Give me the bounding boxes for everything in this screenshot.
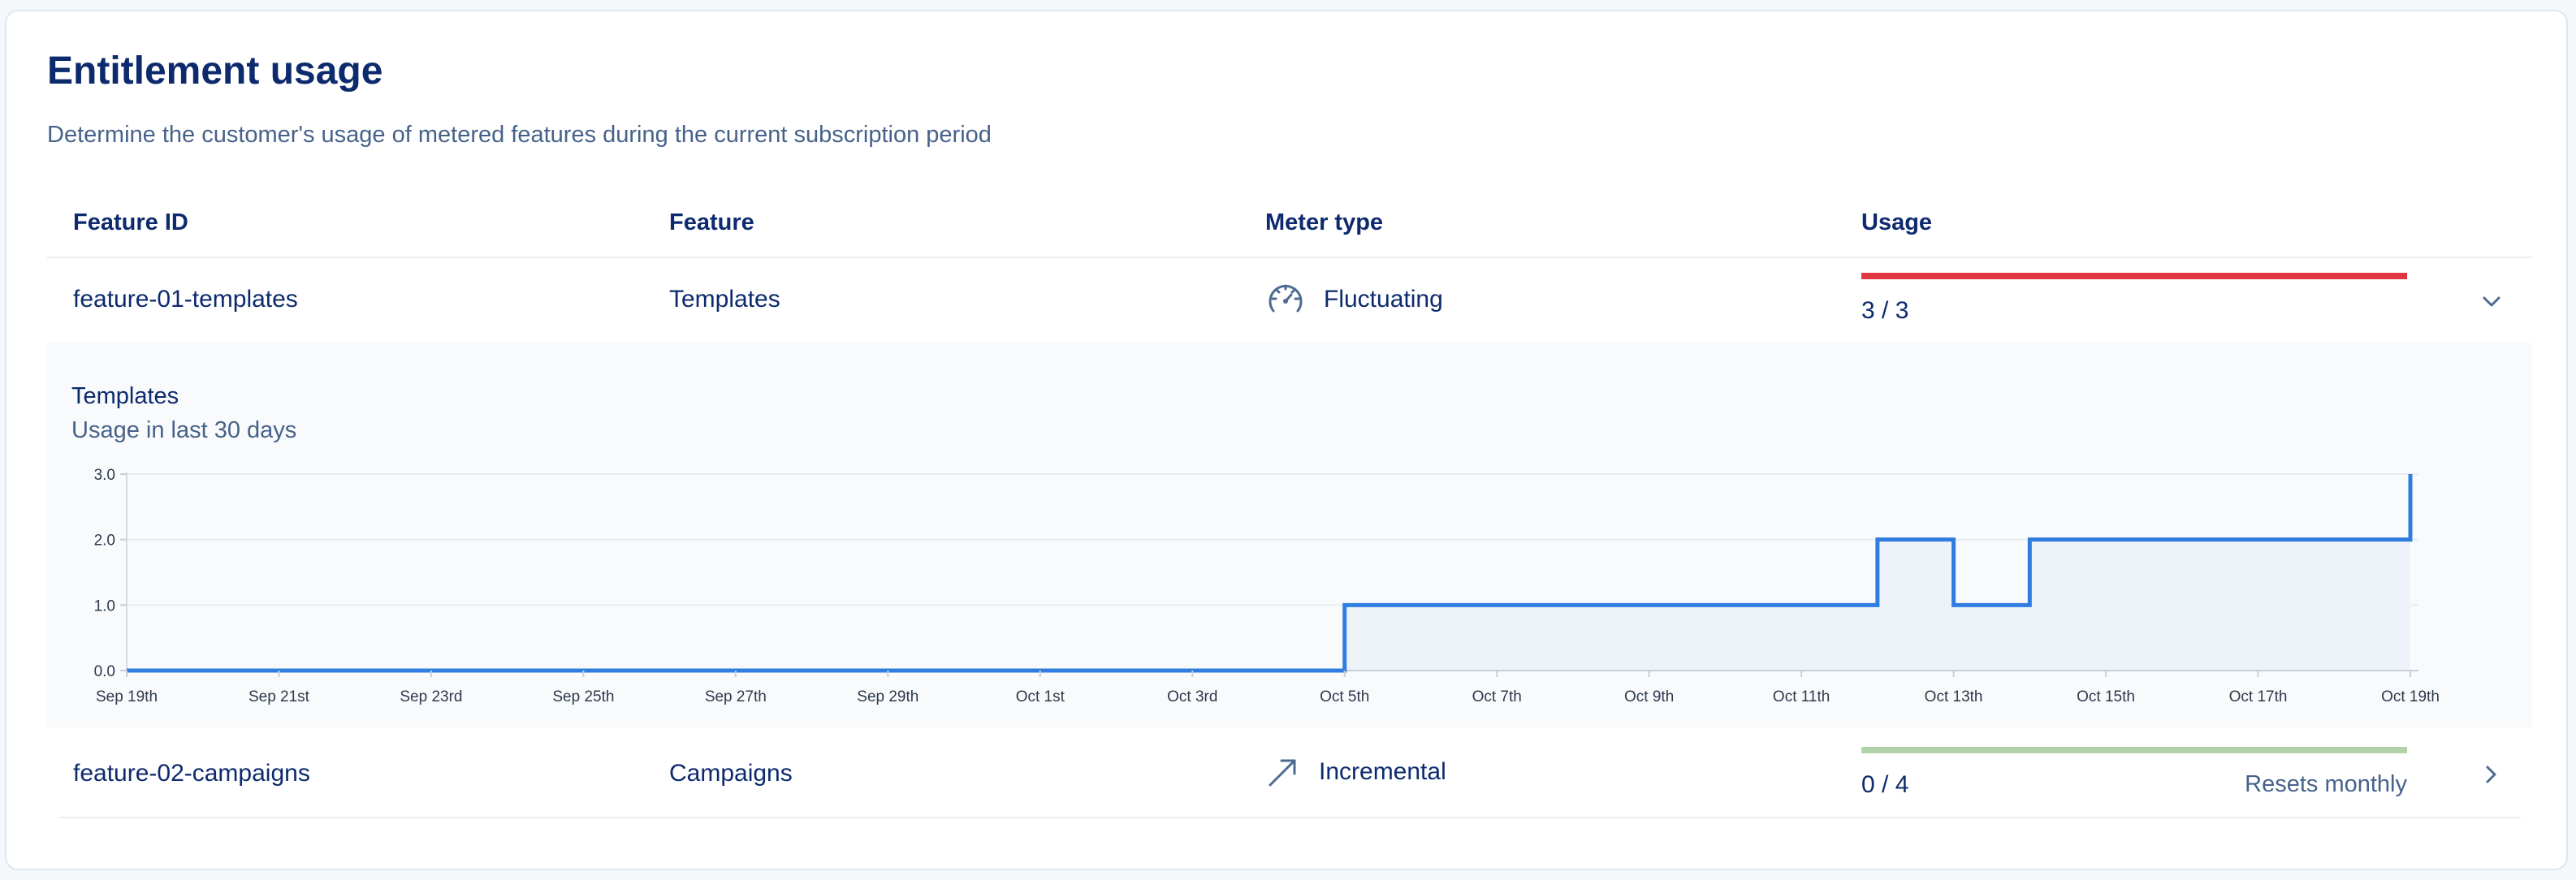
x-tick-label: Oct 11th (1773, 688, 1830, 705)
x-tick-label: Sep 19th (96, 688, 158, 705)
reset-period: Resets monthly (2245, 771, 2407, 797)
feature-id: feature-01-templates (73, 286, 298, 313)
x-tick-label: Sep 27th (705, 688, 767, 705)
feature-name: Campaigns (669, 760, 793, 787)
series-area (127, 474, 2410, 671)
column-header-feature-id: Feature ID (73, 209, 188, 235)
x-tick-label: Oct 13th (1925, 688, 1983, 705)
column-header-feature: Feature (669, 209, 754, 235)
x-tick-label: Oct 1st (1016, 688, 1065, 705)
chart-subtitle: Usage in last 30 days (71, 417, 297, 443)
column-header-usage: Usage (1861, 209, 1933, 235)
page-title: Entitlement usage (47, 50, 383, 93)
meter-type-label: Fluctuating (1324, 286, 1443, 313)
gauge-icon (1265, 279, 1306, 320)
divider (47, 257, 2532, 258)
feature-name: Templates (669, 286, 780, 313)
usage-chart: 0.0 1.0 2.0 3.0 Sep 19th Sep 21st Sep 23rd Sep … (94, 467, 2440, 705)
chevron-right-icon[interactable] (2477, 760, 2506, 789)
x-tick-label: Oct 15th (2077, 688, 2135, 705)
chevron-down-icon[interactable] (2477, 287, 2506, 317)
meter-type-label: Incremental (1319, 758, 1446, 785)
usage-value: 3 / 3 (1861, 297, 1909, 324)
x-tick-label: Oct 17th (2229, 688, 2288, 705)
usage-bar-fill (1861, 273, 2407, 279)
x-tick-label: Sep 29th (857, 688, 918, 705)
column-header-meter-type: Meter type (1265, 209, 1384, 235)
chart-title: Templates (71, 383, 179, 409)
meter-type: Fluctuating (1265, 279, 1443, 320)
entitlement-usage-card: Entitlement usage Determine the customer… (5, 10, 2568, 870)
divider (60, 817, 2521, 818)
x-tick-label: Sep 23rd (400, 688, 462, 705)
x-tick-label: Oct 5th (1320, 688, 1369, 705)
series-line (127, 474, 2413, 673)
x-tick-label: Sep 25th (552, 688, 614, 705)
meter-type: Incremental (1265, 752, 1446, 792)
trend-arrow-icon (1265, 754, 1301, 790)
usage-detail-panel: Templates Usage in last 30 days 0.0 1.0 2.… (47, 343, 2532, 727)
y-tick-label: 1.0 (94, 597, 115, 615)
x-tick-label: Oct 9th (1624, 688, 1674, 705)
y-tick-label: 3.0 (94, 467, 115, 484)
y-tick-label: 0.0 (94, 663, 115, 680)
usage-bar (1861, 273, 2407, 279)
usage-bar (1861, 747, 2407, 753)
x-tick-label: Sep 21st (249, 688, 310, 705)
page-subtitle: Determine the customer's usage of metere… (47, 122, 992, 148)
x-tick-label: Oct 3rd (1167, 688, 1217, 705)
y-tick-label: 2.0 (94, 533, 115, 550)
x-tick-label: Oct 7th (1472, 688, 1522, 705)
x-tick-label: Oct 19th (2381, 688, 2440, 705)
usage-value: 0 / 4 (1861, 771, 1909, 798)
feature-id: feature-02-campaigns (73, 760, 310, 787)
